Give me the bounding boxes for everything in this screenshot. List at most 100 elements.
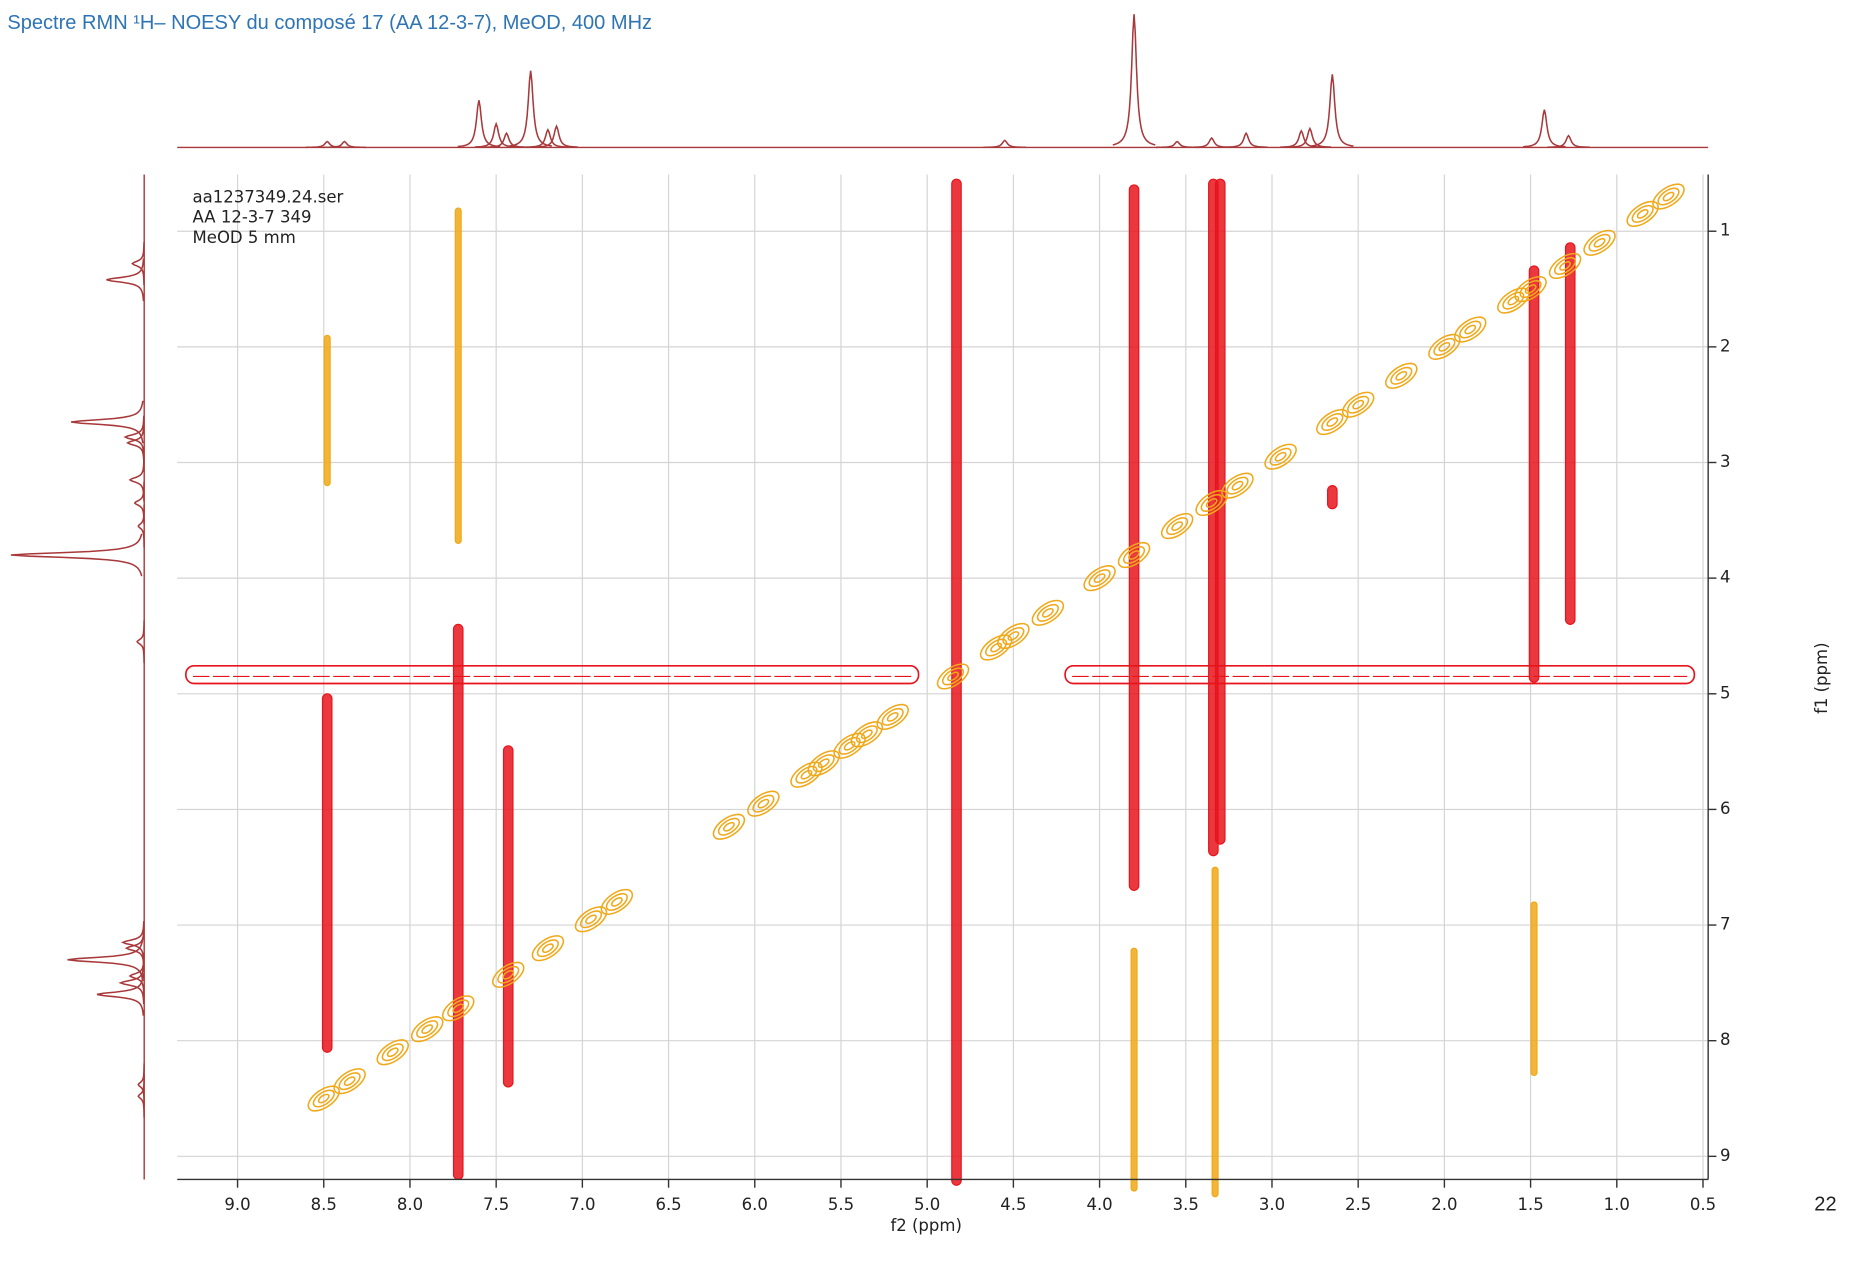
diagonal-peak <box>610 897 623 907</box>
diagonal-peak <box>1316 408 1349 436</box>
diagonal-peak <box>1117 541 1151 569</box>
diagonal-peak <box>416 1020 439 1039</box>
diagonal-peak <box>1593 237 1606 248</box>
diagonal-peak <box>1205 498 1218 508</box>
y-tick-label: 2 <box>1720 336 1731 355</box>
cross-peak <box>1564 242 1576 625</box>
top-projection-peak <box>485 131 528 148</box>
left-projection-peak <box>123 415 145 459</box>
diagonal-peak <box>1588 233 1611 252</box>
diagonal-peak <box>1326 417 1339 427</box>
diagonal-peak <box>860 729 873 740</box>
page-number: 22 <box>1814 1194 1836 1216</box>
diagonal-peak <box>1036 603 1059 622</box>
diagonal-peak <box>1093 573 1106 584</box>
x-tick-label: 7.5 <box>483 1195 509 1214</box>
cross-peak <box>1327 485 1338 510</box>
y-tick-label: 7 <box>1720 915 1731 934</box>
top-projection-peak <box>1190 136 1233 149</box>
diagonal-peak <box>1231 480 1244 491</box>
diagonal-peak <box>1171 521 1184 531</box>
x-tick-label: 7.0 <box>569 1195 595 1214</box>
y-tick-label: 1 <box>1720 221 1731 240</box>
diagonal-peak <box>855 725 878 744</box>
band <box>1064 664 1696 685</box>
diagonal-peak <box>1269 447 1292 466</box>
diagonal-peak <box>1122 546 1146 564</box>
diagonal-peak <box>1626 200 1659 227</box>
left-projection-peak <box>136 620 145 663</box>
top-projection-peak <box>323 140 366 149</box>
diagonal-peak <box>1502 291 1525 310</box>
diagonal-peak <box>1352 399 1365 410</box>
diagonal-peak <box>605 892 628 911</box>
diagonal-peak <box>838 736 861 755</box>
cross-peak <box>1528 265 1540 683</box>
top-projection-peak <box>1523 109 1566 148</box>
diagonal-peak <box>1264 443 1297 470</box>
x-tick-label: 4.5 <box>1000 1195 1026 1214</box>
diagonal-peak <box>1226 476 1249 495</box>
left-projection-peak <box>10 533 143 577</box>
diagonal-peak <box>1274 451 1287 462</box>
top-projection-peak <box>509 70 552 147</box>
diagonal-peak <box>491 961 525 988</box>
top-projection-peak <box>457 100 501 148</box>
diagonal-peak <box>947 671 959 682</box>
diagonal-peak <box>1459 320 1482 339</box>
diagonal-peak <box>790 761 823 788</box>
diagonal-peak <box>1347 395 1370 414</box>
diagonal-peak <box>941 667 965 686</box>
diagonal-peak <box>1548 252 1582 279</box>
top-projection-peak <box>1155 140 1199 149</box>
diagonal-peak <box>574 906 608 933</box>
left-projection-peak <box>128 458 145 502</box>
diagonal-peak <box>1083 565 1116 592</box>
y-tick-label: 5 <box>1720 683 1731 702</box>
x-tick-label: 9.0 <box>224 1195 250 1214</box>
diagonal-peak <box>1341 391 1375 418</box>
x-axis-label: f2 (ppm) <box>890 1216 961 1235</box>
top-projection-peak <box>1547 134 1590 148</box>
diagonal-peak <box>307 1085 341 1112</box>
diagonal-peak <box>600 888 634 916</box>
diagonal-peak <box>536 939 559 958</box>
diagonal-peak <box>333 1068 366 1095</box>
diagonal-peak <box>985 638 1008 657</box>
top-projection-peak <box>1224 131 1268 148</box>
diagonal-peak <box>585 914 597 925</box>
diagonal-peak <box>886 712 899 722</box>
top-projection-peak <box>526 127 570 148</box>
diagonal-peak <box>1002 626 1025 645</box>
diagonal-peak <box>1385 362 1418 389</box>
diagonal-peak <box>747 790 780 817</box>
diagonal-peak <box>381 1043 404 1062</box>
diagonal-peak <box>812 754 835 773</box>
left-projection-peak <box>96 973 145 1016</box>
diagonal-peak <box>843 740 856 751</box>
diagonal-peak <box>1128 550 1140 560</box>
x-tick-label: 1.5 <box>1517 1195 1543 1214</box>
diagonal-peak <box>1583 229 1616 256</box>
diagonal-peak <box>1395 370 1408 381</box>
diagonal-peak <box>531 935 565 962</box>
x-tick-label: 0.5 <box>1690 1195 1716 1214</box>
diagonal-peak <box>1428 333 1461 360</box>
cross-peak <box>1530 901 1538 1076</box>
x-tick-label: 6.0 <box>742 1195 768 1214</box>
diagonal-peak <box>1390 366 1413 385</box>
diagonal-peak <box>502 969 515 980</box>
diagonal-peak <box>1088 569 1111 588</box>
left-projection-peak <box>137 1074 145 1118</box>
diagonal-peak <box>1195 489 1228 517</box>
diagonal-peak <box>990 642 1003 653</box>
x-tick-label: 4.0 <box>1086 1195 1112 1214</box>
diagonal-peak <box>1438 341 1451 352</box>
left-projection-peak <box>133 481 145 525</box>
diagonal-peak <box>876 703 909 730</box>
band <box>185 664 920 685</box>
diagonal-peak <box>722 821 735 832</box>
chart-title: Spectre RMN ¹H– NOESY du composé 17 (AA … <box>7 12 652 34</box>
